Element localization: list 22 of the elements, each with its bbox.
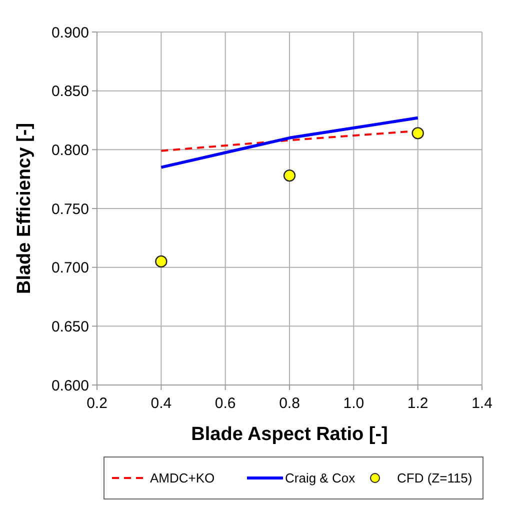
x-tick-label: 0.8 <box>279 395 300 412</box>
x-tick-label: 0.2 <box>86 395 108 412</box>
y-tick-label: 0.900 <box>51 24 89 42</box>
x-tick-label: 0.6 <box>214 395 236 412</box>
point <box>412 127 424 140</box>
x-tick-label: 1.4 <box>472 395 492 412</box>
legend-label: CFD (Z=115) <box>397 470 472 486</box>
y-tick-label: 0.750 <box>51 200 89 218</box>
legend-label: Craig & Cox <box>285 470 356 486</box>
x-tick-label: 0.4 <box>150 395 172 412</box>
y-tick-label: 0.800 <box>51 142 89 159</box>
point <box>155 255 168 268</box>
x-tick-label: 1.0 <box>343 395 364 412</box>
y-tick-label: 0.600 <box>51 377 89 394</box>
legend-label: AMDC+KO <box>150 470 215 486</box>
point <box>283 169 296 182</box>
y-tick-label: 0.650 <box>51 318 89 336</box>
y-tick-label: 0.700 <box>51 260 89 277</box>
x-tick-label: 1.2 <box>407 395 428 412</box>
y-axis-title: Blade Efficiency [-] <box>14 122 35 294</box>
y-tick-label: 0.850 <box>51 83 89 100</box>
x-axis-title: Blade Aspect Ratio [-] <box>191 424 388 445</box>
